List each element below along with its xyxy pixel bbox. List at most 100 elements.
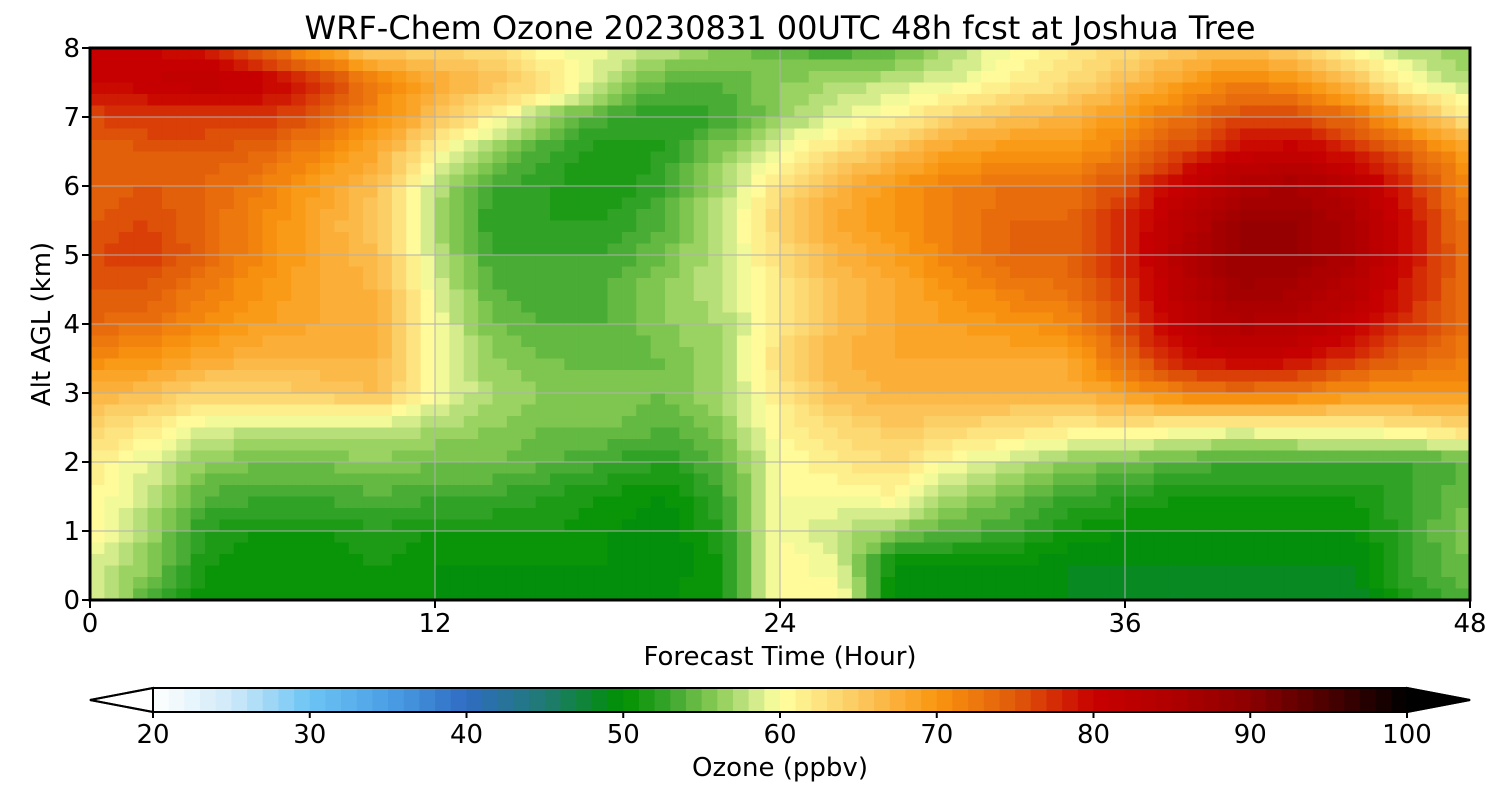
heatmap-cell bbox=[463, 312, 479, 325]
heatmap-cell bbox=[147, 151, 163, 164]
heatmap-cell bbox=[895, 174, 910, 187]
heatmap-cell bbox=[780, 427, 795, 440]
heatmap-cell bbox=[564, 381, 580, 394]
heatmap-cell bbox=[334, 381, 350, 394]
heatmap-cell bbox=[1383, 243, 1399, 256]
heatmap-cell bbox=[923, 278, 939, 291]
heatmap-cell bbox=[1067, 289, 1083, 302]
heatmap-cell bbox=[1254, 588, 1270, 600]
heatmap-cell bbox=[1067, 220, 1083, 233]
heatmap-cell bbox=[966, 301, 982, 314]
heatmap-cell bbox=[291, 404, 307, 417]
heatmap-cell bbox=[1369, 197, 1385, 210]
heatmap-cell bbox=[161, 220, 177, 233]
heatmap-cell bbox=[205, 324, 220, 337]
heatmap-cell bbox=[1254, 255, 1270, 268]
heatmap-cell bbox=[133, 450, 149, 463]
heatmap-cell bbox=[478, 278, 494, 291]
heatmap-cell bbox=[780, 163, 795, 176]
heatmap-cell bbox=[1182, 370, 1198, 383]
heatmap-cell bbox=[161, 255, 177, 268]
heatmap-cell bbox=[952, 278, 968, 291]
heatmap-cell bbox=[1053, 370, 1069, 383]
heatmap-cell bbox=[1010, 577, 1025, 590]
heatmap-cell bbox=[1383, 496, 1399, 509]
colorbar-segment bbox=[1109, 688, 1126, 712]
heatmap-cell bbox=[938, 358, 954, 371]
heatmap-cell bbox=[895, 370, 910, 383]
heatmap-cell bbox=[147, 508, 163, 521]
heatmap-cell bbox=[1355, 48, 1370, 61]
heatmap-cell bbox=[851, 577, 867, 590]
heatmap-cell bbox=[1240, 542, 1255, 555]
heatmap-cell bbox=[406, 496, 422, 509]
heatmap-cell bbox=[1383, 588, 1399, 600]
heatmap-cell bbox=[262, 197, 278, 210]
heatmap-cell bbox=[1340, 335, 1356, 348]
heatmap-cell bbox=[535, 416, 551, 429]
heatmap-cell bbox=[90, 462, 105, 475]
heatmap-cell bbox=[1010, 117, 1025, 130]
heatmap-cell bbox=[190, 531, 206, 544]
heatmap-cell bbox=[320, 404, 335, 417]
heatmap-cell bbox=[837, 117, 853, 130]
heatmap-cell bbox=[133, 163, 149, 176]
heatmap-cell bbox=[981, 301, 997, 314]
heatmap-cell bbox=[679, 381, 695, 394]
heatmap-cell bbox=[147, 485, 163, 498]
heatmap-cell bbox=[952, 531, 968, 544]
heatmap-cell bbox=[1153, 105, 1169, 118]
heatmap-cell bbox=[780, 266, 795, 279]
colorbar-segment bbox=[638, 688, 656, 712]
heatmap-cell bbox=[248, 588, 264, 600]
heatmap-cell bbox=[1067, 243, 1083, 256]
heatmap-cell bbox=[205, 347, 220, 360]
heatmap-cell bbox=[1268, 531, 1284, 544]
heatmap-cell bbox=[1297, 427, 1313, 440]
heatmap-cell bbox=[420, 59, 436, 72]
heatmap-cell bbox=[981, 312, 997, 325]
heatmap-cell bbox=[650, 197, 666, 210]
heatmap-cell bbox=[348, 301, 364, 314]
heatmap-cell bbox=[1053, 209, 1069, 222]
heatmap-cell bbox=[751, 473, 767, 486]
heatmap-cell bbox=[564, 301, 580, 314]
heatmap-cell bbox=[334, 335, 350, 348]
heatmap-cell bbox=[420, 289, 436, 302]
heatmap-cell bbox=[1455, 94, 1470, 107]
heatmap-cell bbox=[1139, 289, 1155, 302]
heatmap-cell bbox=[866, 140, 882, 153]
heatmap-cell bbox=[550, 439, 565, 452]
heatmap-cell bbox=[147, 209, 163, 222]
heatmap-cell bbox=[780, 485, 795, 498]
heatmap-cell bbox=[176, 577, 192, 590]
heatmap-cell bbox=[593, 531, 609, 544]
heatmap-cell bbox=[1268, 59, 1284, 72]
heatmap-cell bbox=[420, 186, 436, 199]
heatmap-cell bbox=[90, 128, 105, 141]
colorbar-segment bbox=[968, 688, 985, 712]
heatmap-cell bbox=[420, 519, 436, 532]
heatmap-cell bbox=[147, 347, 163, 360]
heatmap-cell bbox=[219, 588, 235, 600]
colorbar-segment bbox=[1234, 688, 1251, 712]
heatmap-cell bbox=[133, 554, 149, 567]
heatmap-cell bbox=[1196, 508, 1212, 521]
heatmap-cell bbox=[895, 508, 910, 521]
heatmap-cell bbox=[765, 531, 781, 544]
heatmap-cell bbox=[880, 416, 896, 429]
heatmap-cell bbox=[363, 531, 379, 544]
heatmap-cell bbox=[880, 393, 896, 406]
heatmap-cell bbox=[1067, 508, 1083, 521]
heatmap-cell bbox=[1153, 404, 1169, 417]
heatmap-cell bbox=[435, 94, 450, 107]
heatmap-cell bbox=[104, 289, 120, 302]
heatmap-cell bbox=[952, 71, 968, 84]
heatmap-cell bbox=[248, 335, 264, 348]
heatmap-cell bbox=[291, 220, 307, 233]
heatmap-cell bbox=[1110, 427, 1126, 440]
heatmap-cell bbox=[1355, 209, 1370, 222]
heatmap-cell bbox=[1182, 554, 1198, 567]
heatmap-cell bbox=[679, 301, 695, 314]
heatmap-cell bbox=[449, 404, 465, 417]
